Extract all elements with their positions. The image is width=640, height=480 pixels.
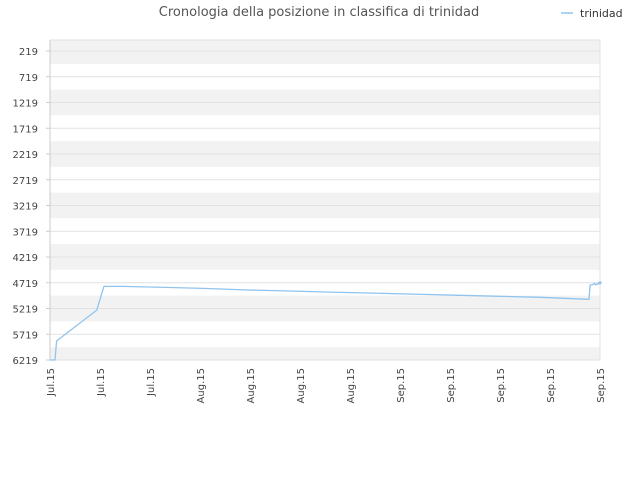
y-tick-label: 6219 (13, 356, 38, 367)
y-tick-label: 4219 (13, 253, 38, 264)
x-axis-ticks: Jul.15 Jul.15 Jul.15 Aug.15 Aug.15 Aug.15 Aug.… (46, 368, 607, 403)
grid-bands (50, 40, 600, 360)
y-tick-label: 3219 (13, 202, 38, 213)
grid-band (50, 40, 600, 64)
x-tick-label: Sep.15 (446, 368, 457, 403)
series-endpoint (598, 281, 602, 285)
x-tick-label: Jul.15 (46, 368, 57, 397)
y-axis-ticks: 219 719 1219 1719 2219 2719 3219 3719 4219 4719 52… (13, 40, 51, 367)
y-tick-label: 1719 (13, 124, 38, 135)
y-tick-label: 2219 (13, 150, 38, 161)
x-tick-label: Aug.15 (346, 368, 357, 403)
grid-band (50, 347, 600, 360)
y-tick-label: 1219 (13, 99, 38, 110)
x-tick-label: Aug.15 (196, 368, 207, 403)
series-group (50, 281, 602, 361)
x-tick-label: Sep.15 (496, 368, 507, 403)
x-tick-label: Aug.15 (296, 368, 307, 403)
x-tick-label: Sep.15 (596, 368, 607, 403)
legend-label-trinidad: trinidad (580, 7, 623, 20)
y-tick-label: 4719 (13, 279, 38, 290)
x-tick-label: Jul.15 (146, 368, 157, 397)
chart-title: Cronologia della posizione in classifica… (159, 5, 479, 20)
y-tick-label: 5719 (13, 330, 38, 341)
series-line-trinidad (50, 282, 600, 361)
y-tick-label: 5219 (13, 305, 38, 316)
x-tick-label: Jul.15 (96, 368, 107, 397)
x-tick-label: Aug.15 (246, 368, 257, 403)
y-tick-label: 2719 (13, 176, 38, 187)
y-tick-label: 3719 (13, 227, 38, 238)
y-tick-label: 719 (19, 73, 38, 84)
grid-lines (50, 39, 601, 361)
x-tick-label: Sep.15 (546, 368, 557, 403)
y-tick-label: 219 (19, 47, 38, 58)
x-tick-label: Sep.15 (396, 368, 407, 403)
